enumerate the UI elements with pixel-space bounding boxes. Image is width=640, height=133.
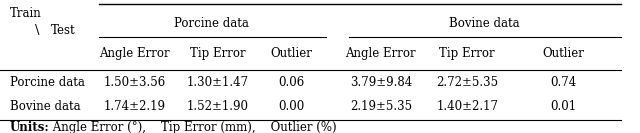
Text: 0.74: 0.74 [550,76,577,89]
Text: 1.52±1.90: 1.52±1.90 [187,100,248,113]
Text: 1.50±3.56: 1.50±3.56 [103,76,166,89]
Text: 3.79±9.84: 3.79±9.84 [349,76,412,89]
Text: Tip Error: Tip Error [440,47,495,60]
Text: Bovine data: Bovine data [449,17,520,30]
Text: 2.72±5.35: 2.72±5.35 [436,76,499,89]
Text: Porcine data: Porcine data [174,17,248,30]
Text: Angle Error (°),    Tip Error (mm),    Outlier (%): Angle Error (°), Tip Error (mm), Outlier… [49,121,337,133]
Text: \: \ [35,24,40,37]
Text: 0.01: 0.01 [550,100,576,113]
Text: Outlier: Outlier [542,47,584,60]
Text: 0.00: 0.00 [278,100,305,113]
Text: 2.19±5.35: 2.19±5.35 [349,100,412,113]
Text: Porcine data: Porcine data [10,76,84,89]
Text: 1.30±1.47: 1.30±1.47 [186,76,249,89]
Text: Train: Train [10,7,42,20]
Text: Units:: Units: [10,121,49,133]
Text: Angle Error: Angle Error [346,47,416,60]
Text: Tip Error: Tip Error [190,47,245,60]
Text: Test: Test [51,24,76,37]
Text: 1.74±2.19: 1.74±2.19 [104,100,165,113]
Text: 0.06: 0.06 [278,76,305,89]
Text: Angle Error: Angle Error [99,47,170,60]
Text: Outlier: Outlier [270,47,312,60]
Text: 1.40±2.17: 1.40±2.17 [436,100,498,113]
Text: Bovine data: Bovine data [10,100,80,113]
